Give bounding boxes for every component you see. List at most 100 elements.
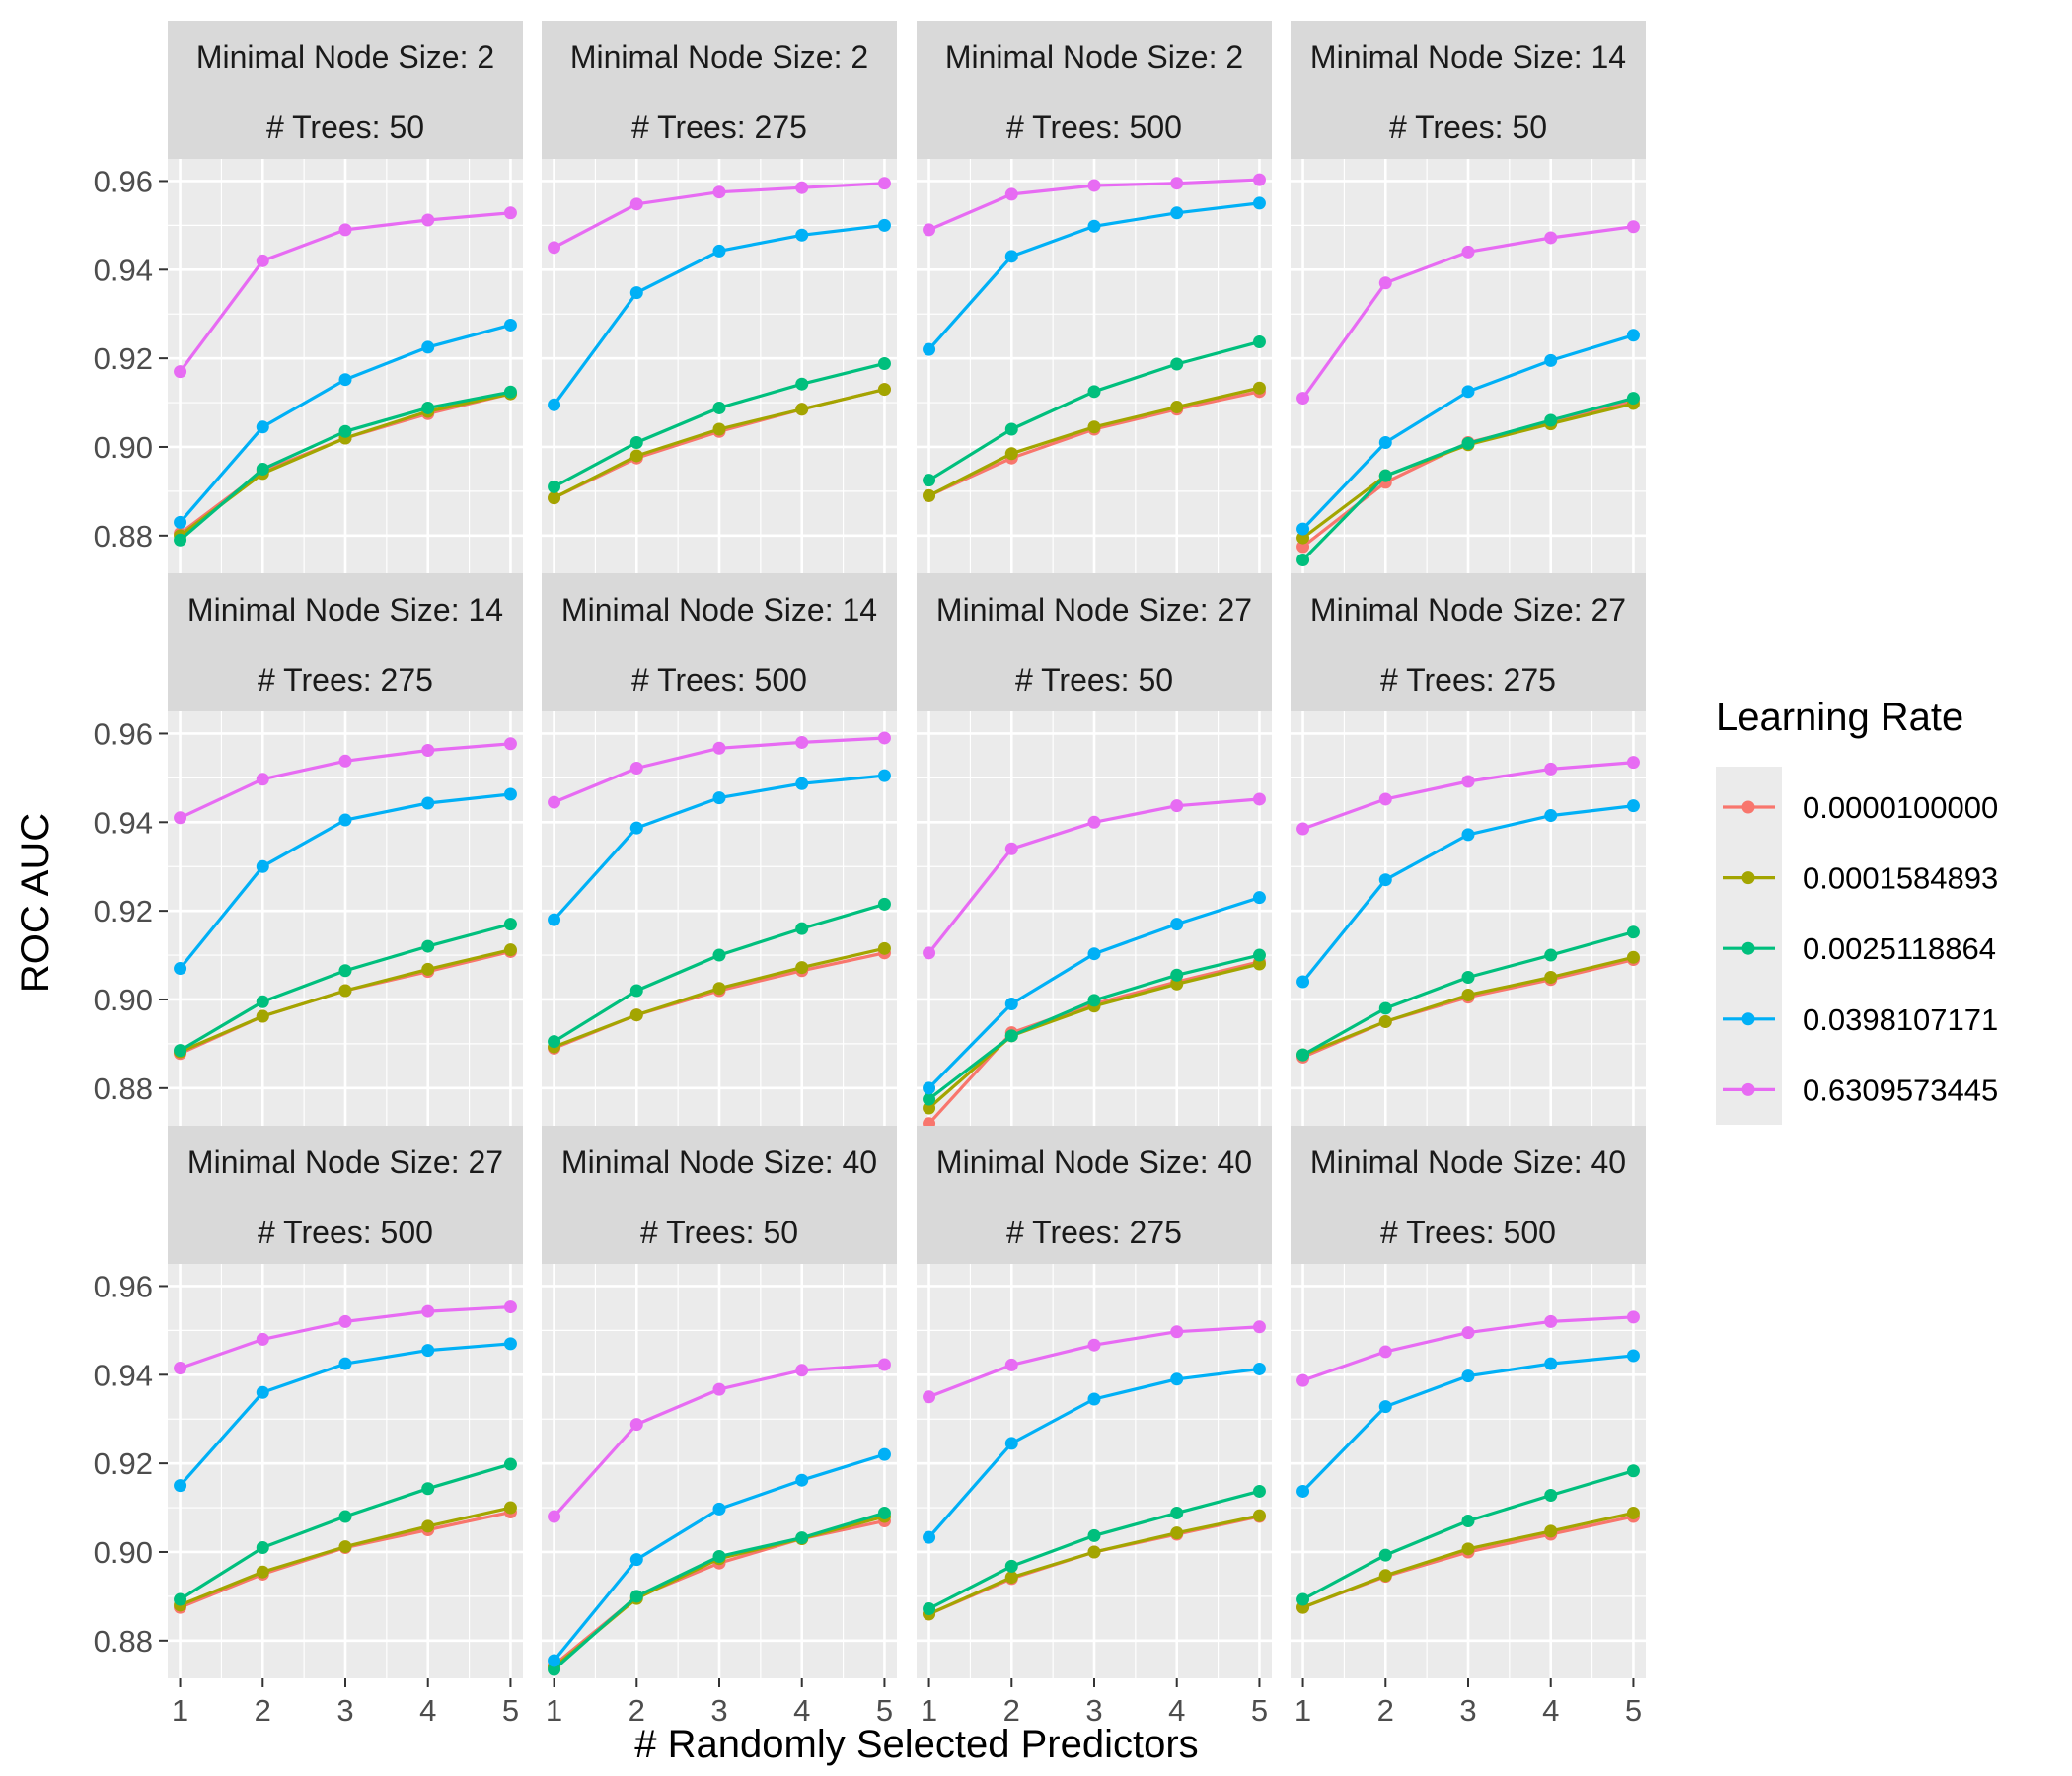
- data-point: [1544, 1314, 1558, 1328]
- data-point: [1296, 522, 1310, 536]
- panel-6: Minimal Node Size: 14 # Trees: 500: [542, 573, 897, 1126]
- strip-trees-label: # Trees: 50: [266, 110, 424, 145]
- data-point: [1544, 971, 1558, 985]
- data-point: [629, 1418, 643, 1432]
- data-point: [1461, 436, 1475, 450]
- panel-5: Minimal Node Size: 14 # Trees: 275 0.88 0.9…: [94, 573, 523, 1126]
- data-point: [1296, 554, 1310, 567]
- y-tick-label: 0.90: [94, 1535, 153, 1570]
- data-point: [256, 773, 269, 786]
- strip-node-size-label: Minimal Node Size: 2: [570, 39, 868, 75]
- data-point: [1252, 196, 1266, 210]
- data-point: [923, 1601, 936, 1615]
- data-point: [712, 1382, 726, 1396]
- data-point: [1087, 219, 1101, 233]
- legend-key-point: [1741, 1012, 1755, 1026]
- x-tick-label: 4: [1168, 1693, 1185, 1728]
- data-point: [712, 948, 726, 962]
- data-point: [548, 913, 561, 926]
- facet-strip: [1291, 1126, 1646, 1264]
- data-point: [1461, 1369, 1475, 1383]
- x-tick-label: 5: [1625, 1693, 1642, 1728]
- data-point: [1544, 1524, 1558, 1538]
- strip-node-size-label: Minimal Node Size: 27: [1310, 592, 1626, 628]
- strip-trees-label: # Trees: 275: [631, 110, 807, 145]
- y-tick-label: 0.94: [94, 805, 153, 840]
- data-point: [256, 859, 269, 873]
- data-point: [923, 488, 936, 502]
- data-point: [923, 474, 936, 487]
- data-point: [421, 796, 435, 810]
- data-point: [1461, 775, 1475, 788]
- data-point: [877, 897, 891, 911]
- facet-strip: [1291, 21, 1646, 159]
- facet-strip: [917, 1126, 1272, 1264]
- panels-layer: Minimal Node Size: 2 # Trees: 50 0.88 0.90 0…: [94, 21, 1646, 1728]
- data-point: [1378, 1001, 1392, 1015]
- y-tick-label: 0.96: [94, 164, 153, 198]
- data-point: [1378, 435, 1392, 449]
- data-point: [1252, 381, 1266, 395]
- y-tick-label: 0.92: [94, 1446, 153, 1481]
- data-point: [712, 401, 726, 414]
- data-point: [1626, 1464, 1640, 1478]
- data-point: [629, 984, 643, 998]
- data-point: [548, 1663, 561, 1676]
- data-point: [503, 1300, 517, 1314]
- y-tick-label: 0.88: [94, 1072, 153, 1106]
- x-tick-label: 2: [629, 1693, 645, 1728]
- data-point: [1087, 179, 1101, 192]
- data-point: [1544, 762, 1558, 776]
- panel-12: Minimal Node Size: 40 # Trees: 500 1 2 3 4 5: [1291, 1126, 1646, 1728]
- data-point: [1296, 1373, 1310, 1387]
- data-point: [795, 181, 809, 194]
- data-point: [1004, 1029, 1018, 1043]
- legend-label: 0.0025118864: [1803, 931, 1996, 966]
- data-point: [1378, 1548, 1392, 1562]
- data-point: [712, 185, 726, 199]
- panel-8: Minimal Node Size: 27 # Trees: 275: [1291, 573, 1646, 1126]
- data-point: [629, 1590, 643, 1603]
- data-point: [923, 946, 936, 960]
- data-point: [1296, 1484, 1310, 1498]
- data-point: [923, 342, 936, 356]
- data-point: [1378, 873, 1392, 887]
- x-tick-label: 5: [1251, 1693, 1268, 1728]
- data-point: [548, 1035, 561, 1049]
- data-point: [503, 318, 517, 332]
- data-point: [503, 1501, 517, 1515]
- data-point: [1626, 756, 1640, 770]
- data-point: [421, 1344, 435, 1358]
- panel-4: Minimal Node Size: 14 # Trees: 50: [1291, 21, 1646, 573]
- data-point: [1626, 950, 1640, 964]
- strip-trees-label: # Trees: 275: [1380, 662, 1556, 698]
- data-point: [1087, 1545, 1101, 1559]
- x-tick-label: 3: [336, 1693, 353, 1728]
- data-point: [174, 533, 187, 547]
- data-point: [174, 1592, 187, 1606]
- data-point: [256, 462, 269, 476]
- x-axis-label: # Randomly Selected Predictors: [634, 1723, 1198, 1766]
- data-point: [421, 939, 435, 953]
- data-point: [877, 941, 891, 955]
- data-point: [1252, 948, 1266, 962]
- data-point: [421, 1519, 435, 1533]
- data-point: [338, 813, 352, 827]
- data-point: [1626, 925, 1640, 939]
- data-point: [1170, 918, 1184, 931]
- data-point: [1626, 799, 1640, 813]
- data-point: [1296, 975, 1310, 989]
- panel-2: Minimal Node Size: 2 # Trees: 275: [542, 21, 897, 573]
- data-point: [548, 1510, 561, 1523]
- strip-node-size-label: Minimal Node Size: 2: [196, 39, 494, 75]
- data-point: [174, 1362, 187, 1375]
- data-point: [548, 491, 561, 505]
- data-point: [629, 1553, 643, 1567]
- data-point: [1296, 531, 1310, 545]
- data-point: [629, 821, 643, 835]
- data-point: [629, 761, 643, 775]
- strip-node-size-label: Minimal Node Size: 14: [187, 592, 503, 628]
- x-tick-label: 3: [1459, 1693, 1476, 1728]
- data-point: [548, 1654, 561, 1667]
- data-point: [877, 1358, 891, 1371]
